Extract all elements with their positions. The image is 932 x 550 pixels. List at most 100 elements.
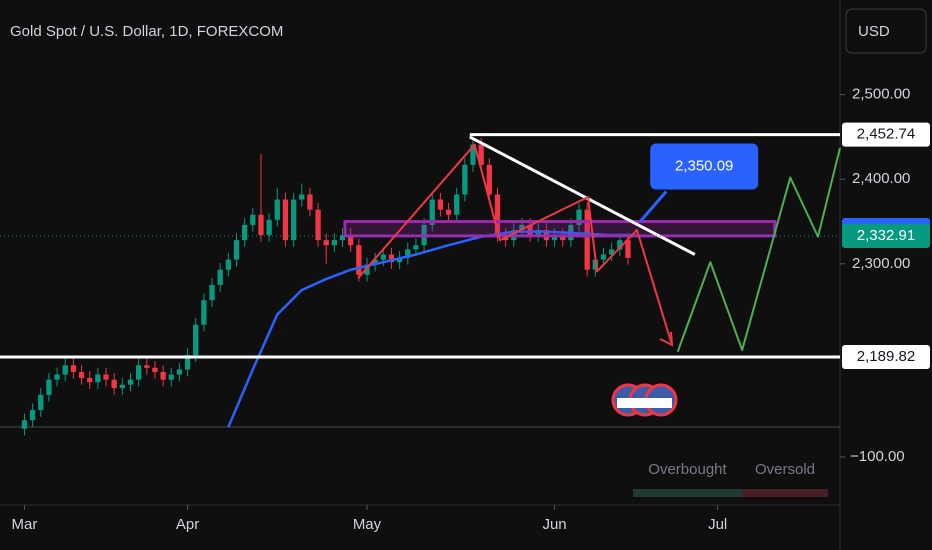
- candle-body: [95, 374, 101, 383]
- currency-label[interactable]: USD: [858, 23, 890, 40]
- trend-line: [469, 135, 696, 256]
- candle-body: [282, 199, 289, 241]
- callout-box: [650, 143, 759, 190]
- candle-body: [119, 384, 125, 389]
- candle-body: [290, 199, 297, 241]
- candle-body: [184, 355, 191, 370]
- candle-body: [266, 219, 272, 236]
- candle-body: [519, 224, 525, 230]
- legend-label: Overbought: [648, 461, 727, 478]
- candle-body: [168, 374, 174, 380]
- x-tick-label: Mar: [12, 516, 38, 533]
- x-tick-label: May: [353, 516, 382, 533]
- candle-body: [551, 235, 558, 241]
- candle-body: [478, 144, 484, 165]
- candle-body: [21, 420, 28, 429]
- candle-body: [323, 240, 329, 246]
- candle-body: [54, 374, 60, 380]
- projection-path: [357, 143, 673, 346]
- legend-label: Oversold: [755, 461, 815, 478]
- callout-arrow: [639, 190, 668, 223]
- candle-body: [127, 379, 134, 385]
- candle-body: [372, 259, 378, 265]
- candle-body: [233, 240, 240, 260]
- candle-body: [176, 369, 183, 375]
- x-tick-label: Jul: [708, 516, 727, 533]
- candle-body: [307, 194, 313, 210]
- candle-body: [625, 240, 631, 258]
- x-tick-label: Apr: [176, 516, 199, 533]
- price-label: 2,332.91: [857, 227, 915, 244]
- candle-body: [193, 324, 199, 356]
- flag-stripes: [634, 398, 656, 408]
- candle-body: [242, 224, 248, 241]
- legend-swatch: [633, 489, 742, 497]
- candle-body: [29, 410, 36, 421]
- candle-body: [62, 365, 68, 375]
- y-tick-label: 2,300.00: [852, 255, 910, 272]
- candle-body: [348, 235, 354, 246]
- candle-body: [527, 224, 533, 236]
- candle-body: [111, 379, 117, 389]
- candle-body: [38, 394, 44, 411]
- candle-body: [437, 199, 444, 210]
- candle-body: [617, 240, 623, 250]
- y-tick-label: 2,400.00: [852, 170, 910, 187]
- legend-swatch: [742, 489, 828, 497]
- candle-body: [315, 209, 321, 241]
- candle-body: [144, 365, 150, 368]
- y-tick-label: 2,500.00: [852, 86, 910, 103]
- candle-body: [462, 164, 468, 195]
- candle-body: [331, 240, 338, 246]
- candle-body: [486, 164, 492, 195]
- candle-body: [209, 284, 215, 301]
- flag-stripes: [617, 398, 639, 408]
- candle-body: [584, 209, 590, 270]
- candle-body: [429, 199, 435, 225]
- candle-body: [388, 254, 395, 263]
- price-label-box: [842, 344, 930, 369]
- candle-body: [396, 257, 403, 263]
- currency-button[interactable]: [845, 8, 927, 54]
- candle-body: [274, 199, 280, 220]
- price-label: 2,189.82: [857, 348, 915, 365]
- candle-body: [201, 300, 207, 325]
- candle-body: [339, 235, 346, 241]
- candle-body: [103, 374, 109, 380]
- flag-stripes: [650, 398, 672, 408]
- candle-body: [258, 214, 264, 236]
- candle-body: [78, 372, 85, 378]
- candle-body: [250, 214, 256, 225]
- candle-body: [380, 254, 386, 260]
- candle-body: [225, 259, 231, 270]
- candle-body: [160, 372, 166, 380]
- event-flags[interactable]: [611, 383, 678, 417]
- candle-body: [70, 365, 77, 373]
- projection-path: [676, 147, 841, 353]
- candle-body: [560, 235, 566, 241]
- price-label: 2,452.74: [857, 126, 915, 143]
- candle-body: [405, 249, 411, 258]
- candle-body: [299, 194, 305, 200]
- candle-body: [413, 245, 419, 250]
- x-tick-label: Jun: [542, 516, 566, 533]
- candle-body: [609, 249, 615, 255]
- moving-average: [227, 230, 637, 428]
- y-tick-label: −100.00: [850, 448, 905, 465]
- arrow-head: [659, 331, 674, 347]
- candle-body: [364, 264, 370, 275]
- candle-body: [454, 194, 460, 215]
- candle-body: [135, 365, 142, 380]
- callout-label: 2,350.09: [675, 157, 733, 174]
- candle-body: [152, 367, 158, 373]
- zone-box: [343, 220, 777, 238]
- chart-title: Gold Spot / U.S. Dollar, 1D, FOREXCOM: [10, 23, 283, 40]
- candle-body: [445, 209, 452, 215]
- candle-body: [576, 209, 582, 225]
- candle-body: [470, 144, 476, 165]
- candle-body: [87, 377, 93, 383]
- candle-body: [356, 245, 362, 275]
